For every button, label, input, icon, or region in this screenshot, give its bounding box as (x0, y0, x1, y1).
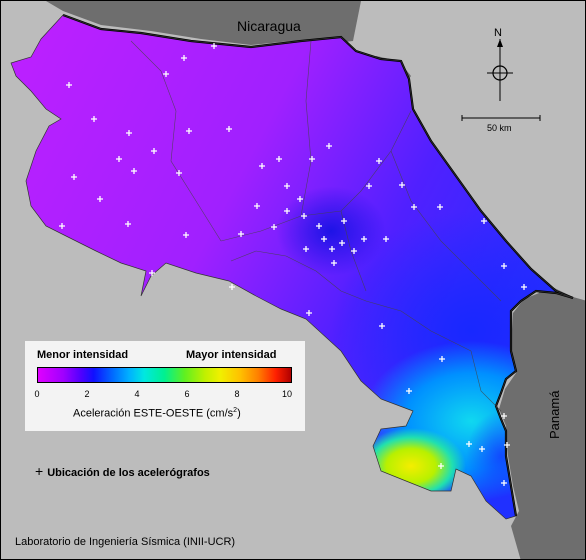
color-legend (25, 341, 305, 431)
credit-text: Laboratorio de Ingeniería Sísmica (INII-… (15, 536, 236, 548)
colorbar-title-text: Aceleración ESTE-OESTE (cm/s (73, 407, 234, 420)
north-arrow-icon (487, 39, 513, 101)
min-intensity-label: Menor intensidad (37, 349, 129, 361)
tick-label: 0 (34, 389, 40, 399)
north-arrow: N (485, 27, 515, 107)
colorbar (37, 367, 292, 383)
colorbar-title-close: ) (237, 407, 241, 420)
panama-label: Panamá (547, 390, 562, 439)
tick-label: 10 (281, 389, 292, 399)
station-legend-label: Ubicación de los acelerógrafos (47, 467, 210, 479)
scale-label: 50 km (487, 123, 512, 133)
colorbar-title: Aceleración ESTE-OESTE (cm/s2) (73, 407, 241, 420)
colorbar-title-exponent: 2 (233, 407, 238, 414)
tick-label: 8 (234, 389, 240, 399)
tick-label: 4 (134, 389, 140, 399)
tick-label: 6 (184, 389, 190, 399)
station-legend: + Ubicación de los acelerógrafos (35, 463, 210, 479)
accelerograph-markers (59, 43, 527, 486)
nicaragua-land (36, 1, 361, 45)
north-label: N (494, 27, 502, 39)
max-intensity-label: Mayor intensidad (186, 349, 277, 361)
scale-bar (461, 115, 541, 121)
tick-label: 2 (84, 389, 90, 399)
nicaragua-label: Nicaragua (237, 18, 301, 34)
station-plus-icon: + (35, 463, 44, 479)
panama-land (499, 271, 585, 559)
